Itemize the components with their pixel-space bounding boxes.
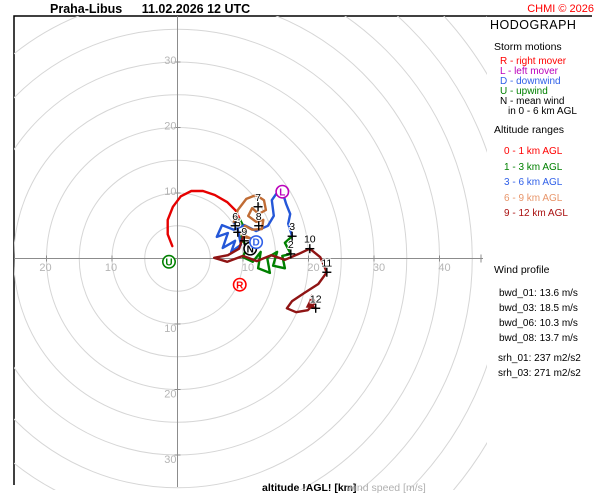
axis-label-30: 30 (164, 55, 176, 67)
km-marker-label: 12 (310, 293, 322, 305)
bwd-value-3: bwd_08: 13.7 m/s (499, 333, 578, 344)
axis-label-20: 20 (307, 262, 319, 274)
axis-label-20: 20 (39, 262, 51, 274)
km-marker-2: 2 (286, 238, 296, 259)
bwd-values: bwd_01: 13.6 m/s bwd_03: 18.5 m/s bwd_06: … (499, 286, 578, 346)
trace-0-1km (166, 189, 241, 248)
altitude-ranges-legend: 0 - 1 km AGL 1 - 3 km AGL 3 - 6 km AGL 6 - … (504, 144, 568, 222)
storm-marker-circle (232, 277, 247, 292)
storm-marker-U: U (161, 254, 176, 269)
legend-storm-n: N - mean wind (500, 96, 565, 107)
legend-altitude-3: 6 - 9 km AGL (504, 192, 563, 204)
grid-layer (14, 16, 487, 490)
storm-marker-letter: N (247, 244, 254, 255)
bwd-value-0: bwd_01: 13.6 m/s (499, 288, 578, 299)
trace-6-9km (232, 193, 268, 240)
srh-value-1: srh_03: 271 m2/s2 (498, 368, 581, 379)
footer-wind-speed-label: wind speed [m/s] (347, 482, 426, 494)
srh-values: srh_01: 237 m2/s2 srh_03: 271 m2/s2 (498, 351, 581, 381)
trace-end-arrow (305, 300, 316, 309)
axis-label-10: 10 (164, 186, 176, 198)
km-marker-8: 8 (254, 210, 264, 231)
km-marker-label: 11 (321, 257, 332, 269)
sounding-datetime: 11.02.2026 12 UTC (141, 2, 251, 16)
km-marker-3: 3 (287, 220, 297, 241)
trace-3-6km (215, 185, 294, 254)
axis-label-30: 30 (164, 454, 176, 466)
km-marker-label: 9 (241, 226, 247, 238)
wind-profile-heading: Wind profile (494, 264, 550, 276)
km-marker-label: 6 (232, 211, 238, 223)
axis-label-20: 20 (164, 389, 176, 401)
legend-altitude-2: 3 - 6 km AGL (504, 177, 563, 188)
bwd-value-2: bwd_06: 10.3 m/s (499, 318, 578, 329)
km-marker-6: 6 (230, 210, 240, 231)
storm-marker-letter: U (165, 257, 172, 268)
copyright-notice: CHMI © 2026 (527, 3, 594, 15)
axis-label-10: 10 (164, 323, 176, 335)
legend-altitude-4: 9 - 12 km AGL (504, 208, 568, 219)
legend-storm-u: U - upwind (500, 86, 548, 97)
legend-storm-r: R - right mover (500, 56, 567, 67)
storm-marker-letter: L (279, 187, 285, 198)
storm-marker-letter: D (252, 238, 259, 249)
km-marker-11: 11 (320, 256, 333, 277)
storm-marker-circle (275, 184, 290, 199)
storm-motions-heading: Storm motions (494, 41, 562, 53)
km-marker-7: 7 (253, 191, 263, 212)
speed-ring-55 (443, 16, 487, 490)
page-title: Praha-Libus 11.02.2026 12 UTC (50, 2, 250, 16)
km-marker-label: 3 (289, 221, 295, 233)
altitude-ranges-heading: Altitude ranges (494, 124, 565, 136)
axis-label-30: 30 (373, 262, 385, 274)
km-marker-label: 2 (288, 239, 294, 251)
axis-label-20: 20 (164, 121, 176, 133)
axis-label-40: 40 (438, 262, 450, 274)
legend-altitude-0: 0 - 1 km AGL (504, 146, 563, 157)
legend-storm-n2: in 0 - 6 km AGL (508, 106, 577, 117)
bwd-value-1: bwd_03: 18.5 m/s (499, 303, 578, 314)
storm-marker-D: D (249, 235, 264, 250)
plot-frame (13, 15, 592, 485)
km-marker-label: 8 (256, 211, 262, 223)
km-marker-5: 5 (233, 216, 243, 237)
storm-marker-letter: R (236, 280, 244, 291)
km-marker-10: 10 (303, 233, 317, 254)
km-marker-label: 7 (255, 192, 261, 204)
axis-label-10: 10 (105, 262, 117, 274)
legend-storm-l: L - left mover (500, 66, 558, 77)
km-marker-label: 10 (304, 234, 316, 246)
footer-altitude-label: altitude !AGL! [km] (262, 482, 357, 494)
km-marker-12: 12 (309, 292, 323, 313)
srh-value-0: srh_01: 237 m2/s2 (498, 353, 581, 364)
station-name: Praha-Libus (50, 2, 123, 16)
storm-marker-circle (161, 254, 176, 269)
axis-label-10: 10 (242, 262, 254, 274)
km-marker-label: 5 (235, 217, 241, 229)
legend-altitude-1: 1 - 3 km AGL (504, 161, 563, 173)
storm-marker-L: L (275, 184, 290, 199)
speed-ring-60 (486, 16, 487, 18)
storm-marker-circle (249, 235, 264, 250)
panel-title: HODOGRAPH (490, 18, 577, 32)
legend-storm-d: D - downwind (500, 76, 561, 87)
storm-marker-R: R (232, 277, 247, 292)
km-marker-9: 9 (239, 225, 249, 246)
storm-motions-legend: R - right mover L - left mover D - downwin… (500, 57, 577, 117)
